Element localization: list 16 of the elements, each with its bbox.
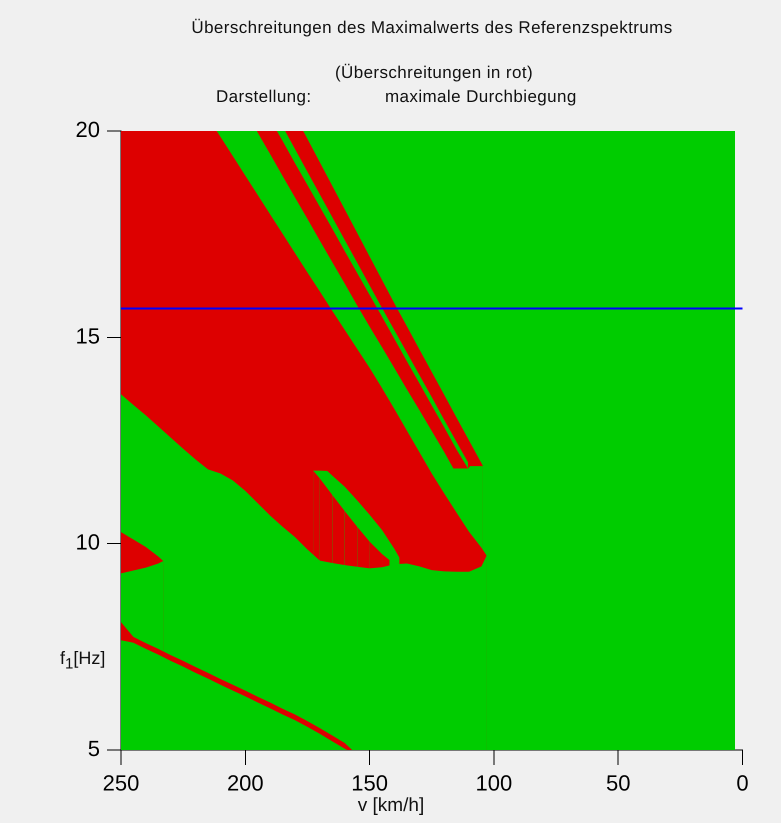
x-tick-label: 0 xyxy=(736,770,749,796)
y-axis-title: f$_{1}$[Hz] xyxy=(60,648,106,673)
x-tick-label: 150 xyxy=(351,770,388,796)
x-tick-label: 200 xyxy=(226,770,264,796)
y-tick-label: 10 xyxy=(76,530,100,555)
y-tick-label: 5 xyxy=(88,736,100,762)
chart-subtitle: (Überschreitungen in rot) xyxy=(334,63,534,83)
x-axis-title: v [km/h] xyxy=(358,795,424,817)
x-tick-label: 250 xyxy=(102,770,140,796)
text: Darstellung: xyxy=(216,87,312,107)
chart-title: Überschreitungen des Maximalwerts des Referenzspektrums xyxy=(191,18,673,38)
text: maximale Durchbiegung xyxy=(385,87,577,107)
x-tick-label: 50 xyxy=(606,770,630,796)
y-tick-label: 15 xyxy=(76,323,100,348)
x-tick-label: 100 xyxy=(476,770,512,796)
y-tick-label: 20 xyxy=(76,117,100,142)
